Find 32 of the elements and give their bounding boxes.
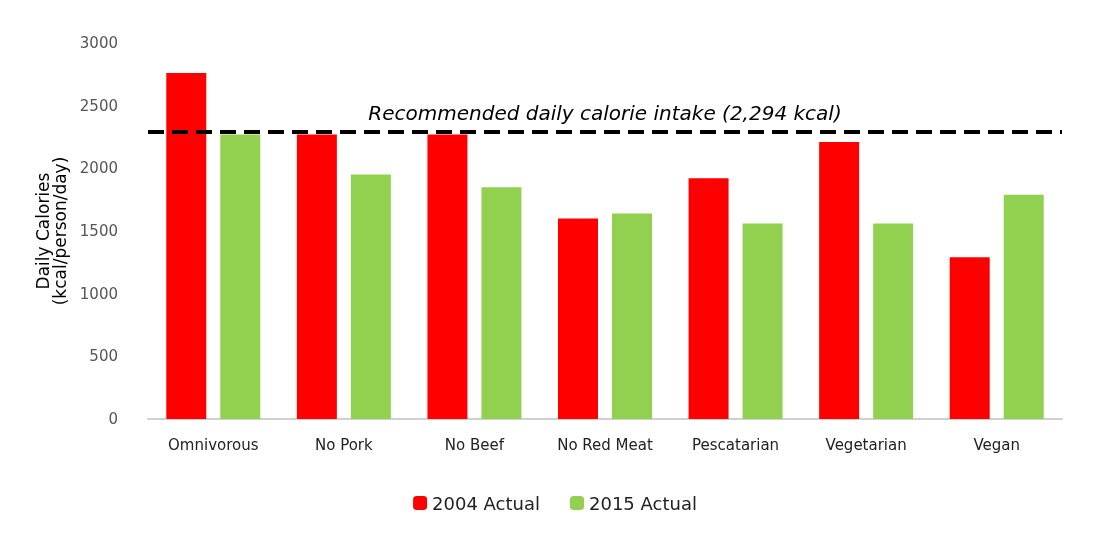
bar xyxy=(612,213,652,419)
x-tick-label: Omnivorous xyxy=(168,435,259,454)
y-tick-label: 2500 xyxy=(79,96,118,115)
bar xyxy=(688,178,729,419)
legend-label: 2015 Actual xyxy=(589,492,697,514)
ref-line-label: Recommended daily calorie intake (2,294 kcal) xyxy=(368,101,842,126)
legend-label: 2004 Actual xyxy=(432,492,540,514)
bar xyxy=(873,223,914,419)
x-tick-label: Vegetarian xyxy=(825,435,907,454)
y-tick-label: 3000 xyxy=(79,34,118,52)
x-tick-label: No Red Meat xyxy=(557,435,653,454)
bar xyxy=(481,187,522,419)
bar xyxy=(742,223,783,419)
x-tick-label: Vegan xyxy=(973,435,1020,454)
y-tick-label: 500 xyxy=(89,347,118,366)
bar xyxy=(427,134,468,419)
y-axis-title: Daily Calories (kcal/person/day) xyxy=(33,156,71,306)
y-tick-label: 2000 xyxy=(79,159,118,178)
y-tick-label: 1000 xyxy=(79,284,118,303)
x-tick-label: Pescatarian xyxy=(692,435,780,454)
bar xyxy=(558,218,598,419)
y-tick-label: 1500 xyxy=(79,222,118,240)
bar xyxy=(350,174,391,419)
x-tick-label: No Beef xyxy=(444,435,505,454)
y-tick-label: 0 xyxy=(108,410,118,428)
bar xyxy=(819,142,860,419)
bar xyxy=(1003,194,1044,419)
bar xyxy=(296,134,337,419)
bar xyxy=(220,134,261,419)
x-tick-label: No Pork xyxy=(315,435,374,454)
bar xyxy=(166,73,207,419)
bar xyxy=(949,257,990,419)
